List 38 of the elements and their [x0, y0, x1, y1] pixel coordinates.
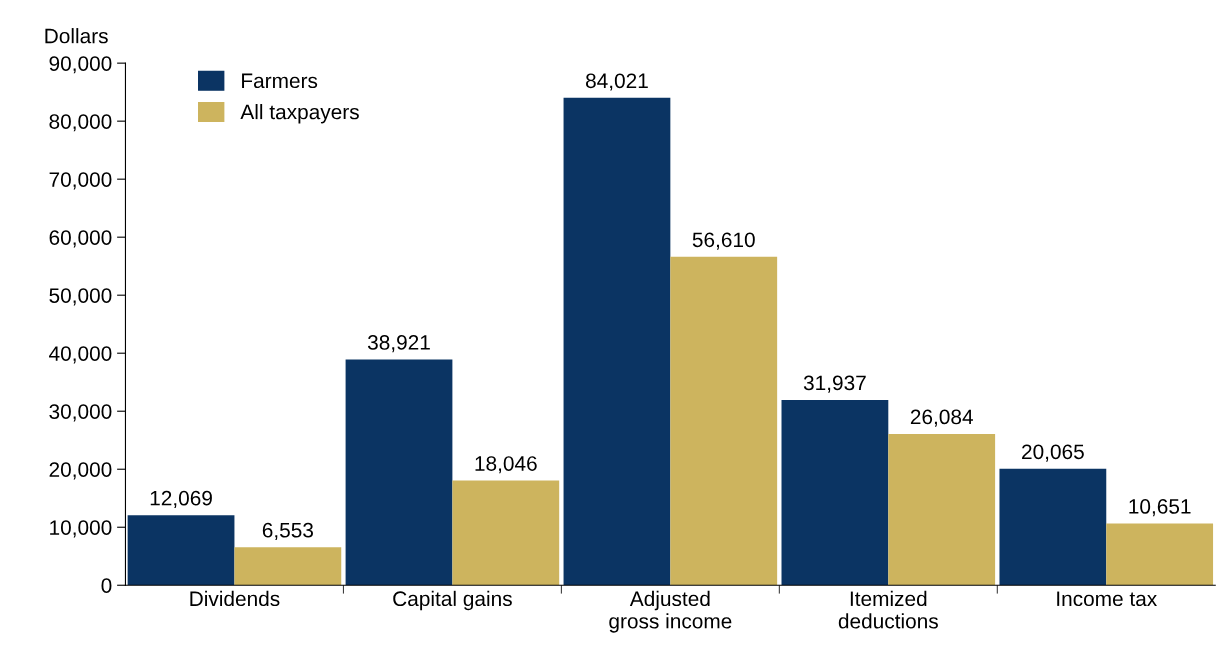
data-label: 20,065: [1022, 444, 1084, 462]
bar: [781, 399, 889, 586]
bar: [888, 433, 996, 586]
y-tick-label: 20,000: [49, 462, 112, 480]
y-tick-label: 10,000: [50, 520, 112, 538]
y-tick-label: 0: [101, 578, 112, 593]
data-label: 10,651: [1129, 499, 1191, 517]
bar: [127, 515, 235, 586]
y-tick-label: 80,000: [49, 114, 112, 132]
data-label: 31,937: [803, 375, 866, 393]
bar: [999, 468, 1107, 586]
data-label: 26,084: [910, 409, 973, 427]
data-label: 18,046: [475, 456, 537, 474]
data-label: 84,021: [586, 73, 648, 91]
legend-label: Farmers: [242, 73, 318, 89]
data-label: 38,921: [367, 335, 430, 353]
x-tick-label: Dividends: [190, 590, 280, 607]
data-label: 6,553: [262, 522, 313, 541]
legend-label: All taxpayers: [240, 104, 359, 124]
y-tick-label: 40,000: [49, 346, 112, 364]
y-tick-label: 50,000: [49, 288, 112, 306]
bar: [1106, 523, 1214, 586]
x-tick-label: Income tax: [1057, 591, 1157, 607]
y-tick-label: 60,000: [49, 230, 112, 248]
x-tick-label: Capital gains: [393, 590, 512, 611]
bar: [452, 480, 560, 586]
x-tick-label: Adjusted gross income: [609, 590, 732, 633]
data-label: 56,610: [692, 232, 755, 250]
y-tick-label: 30,000: [49, 404, 112, 422]
y-axis-title: Dollars: [45, 28, 108, 44]
bar: [345, 359, 453, 586]
y-tick-label: 90,000: [49, 56, 112, 74]
x-tick-label: Itemized deductions: [838, 590, 938, 629]
y-tick-label: 70,000: [49, 172, 112, 190]
bar: [234, 547, 342, 586]
bar: [670, 256, 778, 586]
bar: [563, 97, 671, 586]
data-label: 12,069: [150, 490, 212, 509]
